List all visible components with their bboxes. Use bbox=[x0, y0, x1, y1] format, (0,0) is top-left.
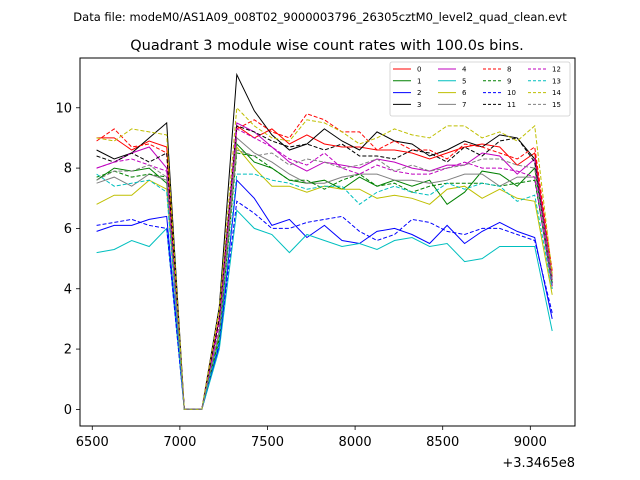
series-line-13 bbox=[96, 173, 553, 410]
x-tick-label: 7000 bbox=[163, 435, 196, 450]
y-tick-label: 2 bbox=[64, 343, 72, 358]
chart-title: Quadrant 3 module wise count rates with … bbox=[130, 38, 524, 54]
series-line-11 bbox=[96, 125, 553, 410]
y-tick-label: 6 bbox=[64, 222, 72, 237]
legend-label-13: 13 bbox=[552, 77, 561, 85]
legend-label-9: 9 bbox=[507, 77, 511, 85]
legend-frame bbox=[389, 61, 571, 117]
x-tick-label: 7500 bbox=[251, 435, 284, 450]
legend-label-4: 4 bbox=[462, 66, 467, 74]
series-line-5 bbox=[96, 209, 553, 410]
series-line-4 bbox=[96, 122, 553, 410]
x-axis: 6500 7000 7500 8000 8500 9000 bbox=[76, 426, 547, 450]
legend-label-11: 11 bbox=[507, 101, 516, 109]
series-line-7 bbox=[96, 136, 553, 410]
x-tick-label: 8500 bbox=[426, 435, 459, 450]
legend-label-1: 1 bbox=[417, 77, 421, 85]
plot-frame bbox=[79, 57, 576, 427]
legend-label-15: 15 bbox=[552, 101, 561, 109]
x-offset-label: +3.3465e8 bbox=[502, 456, 575, 471]
series-line-14 bbox=[96, 106, 553, 410]
x-tick-label: 8000 bbox=[339, 435, 372, 450]
legend-label-5: 5 bbox=[462, 77, 466, 85]
y-axis: 0 2 4 6 8 10 bbox=[55, 101, 80, 418]
y-tick-label: 10 bbox=[55, 101, 72, 116]
series-line-3 bbox=[96, 72, 553, 410]
legend-label-12: 12 bbox=[552, 66, 561, 74]
series-line-2 bbox=[96, 179, 553, 410]
legend-label-10: 10 bbox=[507, 89, 516, 97]
legend-label-6: 6 bbox=[462, 89, 467, 97]
legend-label-14: 14 bbox=[552, 89, 561, 97]
x-tick-label: 6500 bbox=[76, 435, 109, 450]
series-line-9 bbox=[96, 152, 553, 410]
series-layer bbox=[96, 72, 553, 410]
series-line-10 bbox=[96, 200, 553, 410]
x-tick-label: 9000 bbox=[514, 435, 547, 450]
y-tick-label: 0 bbox=[64, 403, 72, 418]
figure-suptitle: Data file: modeM0/AS1A09_008T02_90000037… bbox=[73, 10, 567, 24]
legend-label-2: 2 bbox=[417, 89, 421, 97]
legend-label-0: 0 bbox=[417, 66, 421, 74]
y-tick-label: 8 bbox=[64, 162, 72, 177]
legend-label-3: 3 bbox=[417, 101, 421, 109]
y-tick-label: 4 bbox=[64, 282, 72, 297]
series-line-8 bbox=[96, 113, 553, 410]
series-line-1 bbox=[96, 142, 553, 410]
legend-label-8: 8 bbox=[507, 66, 511, 74]
legend-label-7: 7 bbox=[462, 101, 466, 109]
